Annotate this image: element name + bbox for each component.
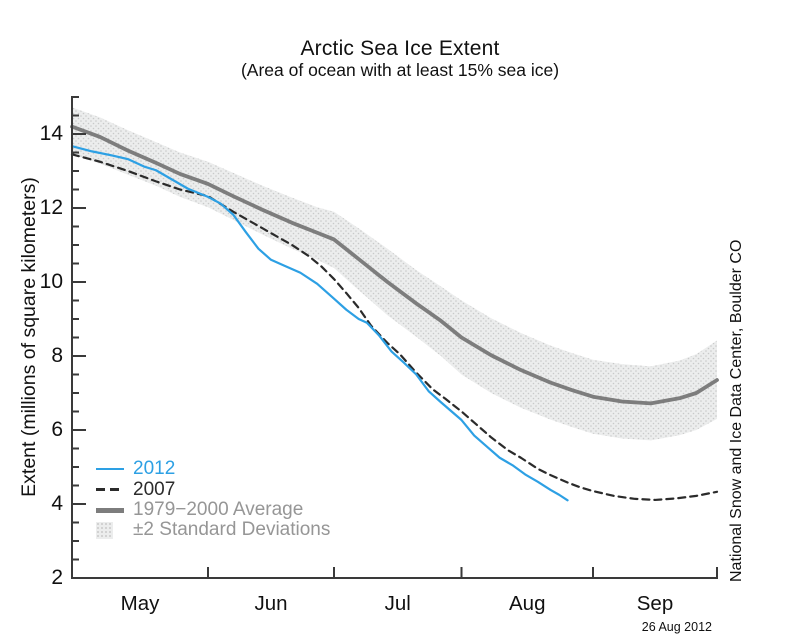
legend-item-2007: 2007 (96, 478, 176, 500)
y-tick-label: 8 (51, 344, 63, 367)
stddev-band (72, 107, 717, 441)
y-tick-label: 12 (39, 196, 63, 219)
legend-label: 2007 (133, 478, 176, 500)
legend-label: 1979−2000 Average (133, 499, 304, 520)
y-tick-label: 2 (51, 566, 63, 589)
data-source-credit: National Snow and Ice Data Center, Bould… (728, 239, 745, 582)
chart-subtitle: (Area of ocean with at least 15% sea ice… (240, 60, 560, 80)
legend-label: ±2 Standard Deviations (133, 519, 331, 540)
series-line-1979-2000-average (70, 124, 719, 406)
legend-item-average: 1979−2000 Average (96, 499, 304, 520)
series-line-2012 (70, 145, 569, 502)
x-month-label: Jun (254, 592, 288, 615)
thick-line-swatch-average-icon (96, 507, 126, 513)
x-month-label: Sep (636, 592, 674, 615)
shaded-band-swatch-icon (96, 521, 126, 539)
x-month-label: Jul (384, 592, 411, 615)
x-month-label: Aug (509, 592, 546, 615)
y-tick-label: 10 (39, 270, 63, 293)
y-tick-label: 4 (51, 492, 63, 515)
dashed-line-swatch-2007-icon (96, 488, 126, 491)
y-tick-label: 14 (39, 122, 63, 145)
legend-item-stddev: ±2 Standard Deviations (96, 519, 331, 540)
legend-item-2012: 2012 (96, 458, 176, 479)
series-line-2007 (70, 153, 719, 502)
date-stamp: 26 Aug 2012 (641, 620, 712, 634)
page-title: Arctic Sea Ice Extent (300, 37, 500, 60)
y-tick-label: 6 (51, 418, 63, 441)
line-swatch-2012-icon (96, 467, 126, 471)
x-month-label: May (120, 592, 160, 615)
legend-label: 2012 (133, 458, 176, 479)
